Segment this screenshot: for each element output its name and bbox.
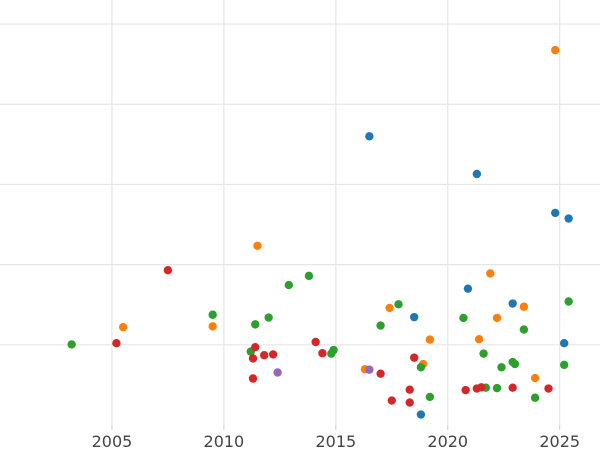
data-point	[510, 359, 520, 369]
data-point	[530, 373, 540, 383]
data-point	[112, 339, 121, 348]
x-tick-label: 2010	[204, 432, 245, 450]
data-point	[387, 396, 396, 405]
x-tick-label: 2015	[315, 432, 356, 450]
data-points	[67, 45, 573, 419]
data-point	[479, 349, 488, 358]
data-point	[327, 349, 336, 358]
data-point	[472, 169, 482, 179]
data-point	[248, 374, 258, 383]
x-tick-label: 2020	[427, 432, 468, 450]
data-point	[284, 280, 294, 290]
data-point	[492, 383, 502, 393]
data-point	[365, 132, 374, 141]
data-point	[564, 214, 573, 223]
data-point	[425, 392, 435, 402]
data-point	[463, 284, 473, 293]
x-tick-label: 2025	[539, 432, 580, 450]
data-point	[530, 393, 540, 402]
data-point	[409, 353, 419, 362]
data-point	[318, 349, 327, 358]
data-point	[208, 310, 217, 319]
data-point	[461, 385, 470, 395]
data-point	[492, 313, 502, 323]
data-point	[472, 384, 482, 393]
data-point	[508, 383, 517, 392]
data-point	[405, 398, 414, 407]
data-point	[564, 297, 573, 306]
data-point	[273, 368, 282, 377]
data-point	[425, 335, 435, 344]
data-point	[251, 320, 260, 329]
data-point	[551, 208, 560, 218]
data-point	[544, 384, 553, 393]
data-point	[405, 385, 414, 394]
data-point	[508, 299, 517, 308]
data-point	[385, 303, 394, 313]
data-point	[304, 271, 314, 281]
data-point	[416, 410, 426, 419]
data-point	[551, 45, 560, 55]
data-point	[376, 369, 385, 378]
data-point	[394, 300, 403, 309]
data-point	[259, 351, 269, 360]
data-point	[486, 269, 495, 278]
data-point	[409, 312, 419, 322]
data-point	[497, 363, 506, 372]
data-point	[376, 321, 385, 330]
data-point	[118, 322, 128, 332]
data-point	[559, 360, 569, 370]
data-point	[248, 354, 258, 363]
data-point	[311, 337, 320, 347]
data-point	[208, 322, 217, 331]
data-point	[268, 350, 278, 359]
data-point	[416, 363, 426, 372]
data-point	[519, 302, 529, 311]
data-point	[67, 340, 76, 349]
data-point	[251, 343, 260, 352]
data-point	[163, 266, 173, 275]
data-point	[559, 339, 569, 348]
data-point	[459, 313, 468, 323]
data-point	[365, 365, 374, 374]
data-point	[519, 325, 529, 334]
data-point	[253, 241, 262, 250]
data-point	[264, 313, 273, 322]
grid-lines	[0, 0, 600, 425]
data-point	[474, 334, 484, 344]
x-axis-ticks: 2005 2010 2015 2020 2025	[92, 425, 580, 450]
x-tick-label: 2005	[92, 432, 133, 450]
